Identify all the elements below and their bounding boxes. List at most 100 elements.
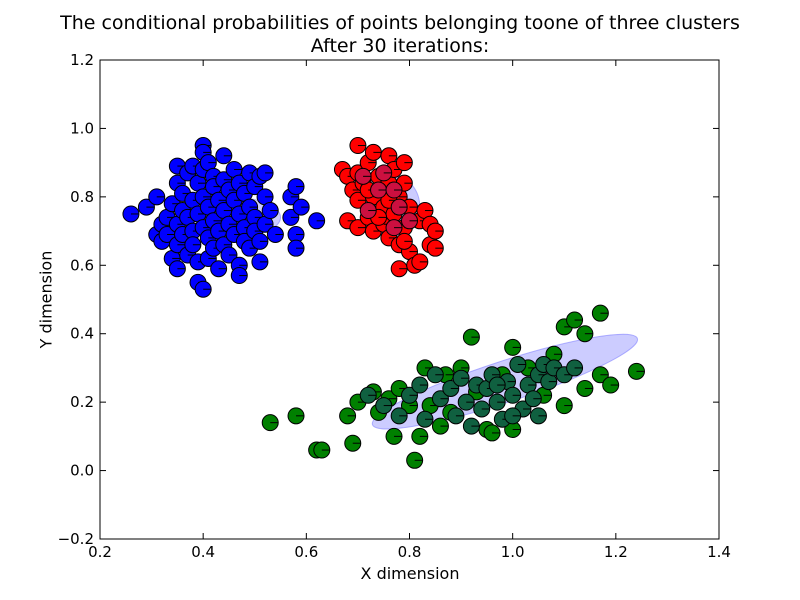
y-tick-label: 0.6 (70, 256, 94, 274)
data-point (411, 376, 429, 394)
data-point (442, 379, 460, 397)
x-tick-label: 0.6 (294, 543, 318, 561)
y-tick-label: 0.0 (70, 462, 94, 480)
data-point (488, 393, 506, 411)
data-point (261, 202, 279, 220)
axis-ticks: 0.2 0.4 0.6 0.8 1.0 1.2 1.4 −0.2 0.0 0.2 0.4 0.6 0.8… (58, 51, 731, 561)
data-point (370, 181, 388, 199)
data-point (390, 260, 408, 278)
x-tick-label: 1.0 (501, 543, 525, 561)
data-point (411, 427, 429, 445)
data-point (524, 390, 542, 408)
data-point (504, 386, 522, 404)
data-point (488, 376, 506, 394)
data-point (483, 424, 501, 442)
data-point (282, 208, 300, 226)
data-point (375, 397, 393, 415)
y-tick-label: 0.4 (70, 325, 94, 343)
x-tick-label: 0.2 (88, 543, 112, 561)
data-point (602, 376, 620, 394)
data-point (292, 198, 310, 216)
y-tick-label: −0.2 (58, 530, 94, 548)
data-point (308, 212, 326, 230)
data-point (390, 407, 408, 425)
data-point (359, 202, 377, 220)
data-point (287, 239, 305, 257)
data-point (426, 222, 444, 240)
data-point (411, 253, 429, 271)
data-point (256, 188, 274, 206)
data-point (566, 359, 584, 377)
data-point (148, 188, 166, 206)
data-point (122, 205, 140, 223)
data-point (375, 164, 393, 182)
data-point (215, 147, 233, 165)
data-point (576, 325, 594, 343)
data-point (401, 386, 418, 404)
data-point (504, 338, 522, 356)
y-tick-label: 1.0 (70, 119, 94, 137)
data-point (210, 260, 228, 278)
data-point (364, 143, 382, 161)
data-point (349, 191, 367, 209)
data-point (426, 366, 444, 384)
data-point (137, 198, 155, 216)
data-points (122, 137, 645, 469)
data-point (385, 181, 403, 199)
data-point (447, 407, 465, 425)
data-point (385, 427, 403, 445)
chart-subtitle: After 30 iterations: (310, 35, 490, 57)
data-point (184, 236, 202, 254)
data-point (395, 154, 413, 172)
data-point (509, 356, 527, 374)
data-point (473, 400, 491, 418)
data-point (349, 137, 367, 155)
data-point (431, 417, 449, 435)
data-point (401, 212, 418, 230)
x-tick-label: 1.2 (604, 543, 628, 561)
data-point (256, 215, 274, 233)
data-point (313, 441, 331, 459)
x-tick-label: 0.4 (191, 543, 215, 561)
plot-frame (99, 59, 720, 540)
x-tick-label: 1.4 (707, 543, 731, 561)
data-point (452, 369, 470, 387)
data-point (591, 304, 609, 322)
x-axis-label: X dimension (360, 564, 460, 583)
data-point (555, 397, 573, 415)
data-point (566, 311, 584, 329)
data-point (431, 390, 449, 408)
x-tick-label: 0.8 (398, 543, 422, 561)
data-point (168, 260, 186, 278)
y-tick-label: 1.2 (70, 51, 94, 69)
data-point (287, 178, 305, 196)
y-tick-label: 0.8 (70, 188, 94, 206)
data-point (230, 267, 248, 285)
data-point (395, 232, 413, 250)
data-point (462, 417, 480, 435)
data-point (416, 410, 434, 428)
data-point (251, 253, 269, 271)
y-tick-label: 0.2 (70, 393, 94, 411)
data-point (462, 328, 480, 346)
data-point (390, 198, 408, 216)
data-point (256, 164, 274, 182)
data-point (385, 219, 403, 237)
data-point (287, 407, 305, 425)
data-point (591, 366, 609, 384)
chart-title: The conditional probabilities of points … (60, 12, 740, 34)
data-point (406, 451, 424, 469)
data-point (266, 225, 284, 243)
data-point (287, 225, 305, 243)
y-axis-label: Y dimension (36, 250, 56, 349)
data-point (220, 246, 238, 264)
data-point (194, 280, 212, 298)
data-point (261, 414, 279, 432)
data-point (251, 232, 269, 250)
data-point (627, 362, 645, 380)
data-point (426, 239, 444, 257)
data-point (457, 393, 475, 411)
data-point (576, 379, 594, 397)
data-point (354, 167, 372, 185)
